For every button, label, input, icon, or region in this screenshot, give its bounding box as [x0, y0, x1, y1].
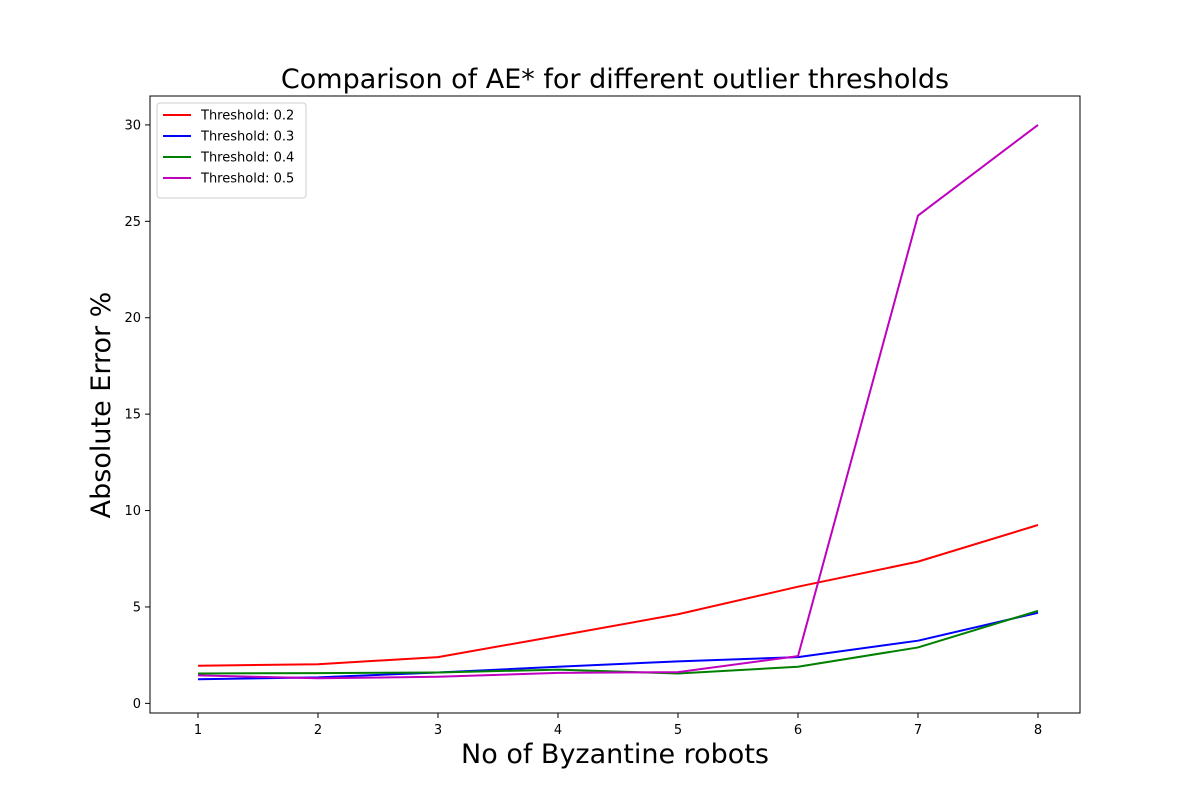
legend: Threshold: 0.2 Threshold: 0.3 Threshold: 0… — [156, 102, 307, 199]
legend-box — [156, 102, 307, 199]
y-tick-label: 20 — [124, 311, 141, 326]
x-tick-label: 3 — [434, 723, 442, 738]
y-tick-label: 5 — [133, 600, 141, 615]
series-line-2 — [197, 611, 1039, 681]
series-line-4 — [197, 124, 1039, 680]
y-tick-label: 30 — [124, 118, 141, 133]
x-tick-label: 7 — [914, 723, 922, 738]
y-tick-label: 15 — [124, 408, 141, 423]
x-axis: 1 2 3 4 5 6 7 8 — [194, 713, 1042, 738]
x-axis-title: No of Byzantine robots — [461, 739, 769, 770]
chart-title: Comparison of AE* for different outlier … — [281, 64, 949, 95]
legend-label: Threshold: 0.5 — [200, 172, 294, 187]
legend-label: Threshold: 0.4 — [200, 151, 294, 166]
x-tick-label: 6 — [794, 723, 802, 738]
legend-label: Threshold: 0.2 — [200, 109, 294, 124]
series-line-1 — [197, 524, 1039, 667]
y-axis-title: Absolute Error % — [86, 292, 117, 519]
y-tick-label: 0 — [133, 697, 141, 712]
x-tick-label: 5 — [674, 723, 682, 738]
x-tick-label: 2 — [314, 723, 322, 738]
plot-area — [149, 95, 1081, 714]
y-tick-label: 10 — [124, 504, 141, 519]
y-tick-label: 25 — [124, 215, 141, 230]
x-tick-label: 4 — [554, 723, 562, 738]
y-axis: 0 5 10 15 20 25 30 — [124, 118, 150, 712]
x-tick-label: 1 — [194, 723, 202, 738]
legend-label: Threshold: 0.3 — [200, 130, 294, 145]
x-tick-label: 8 — [1034, 723, 1042, 738]
series-group — [197, 124, 1039, 681]
